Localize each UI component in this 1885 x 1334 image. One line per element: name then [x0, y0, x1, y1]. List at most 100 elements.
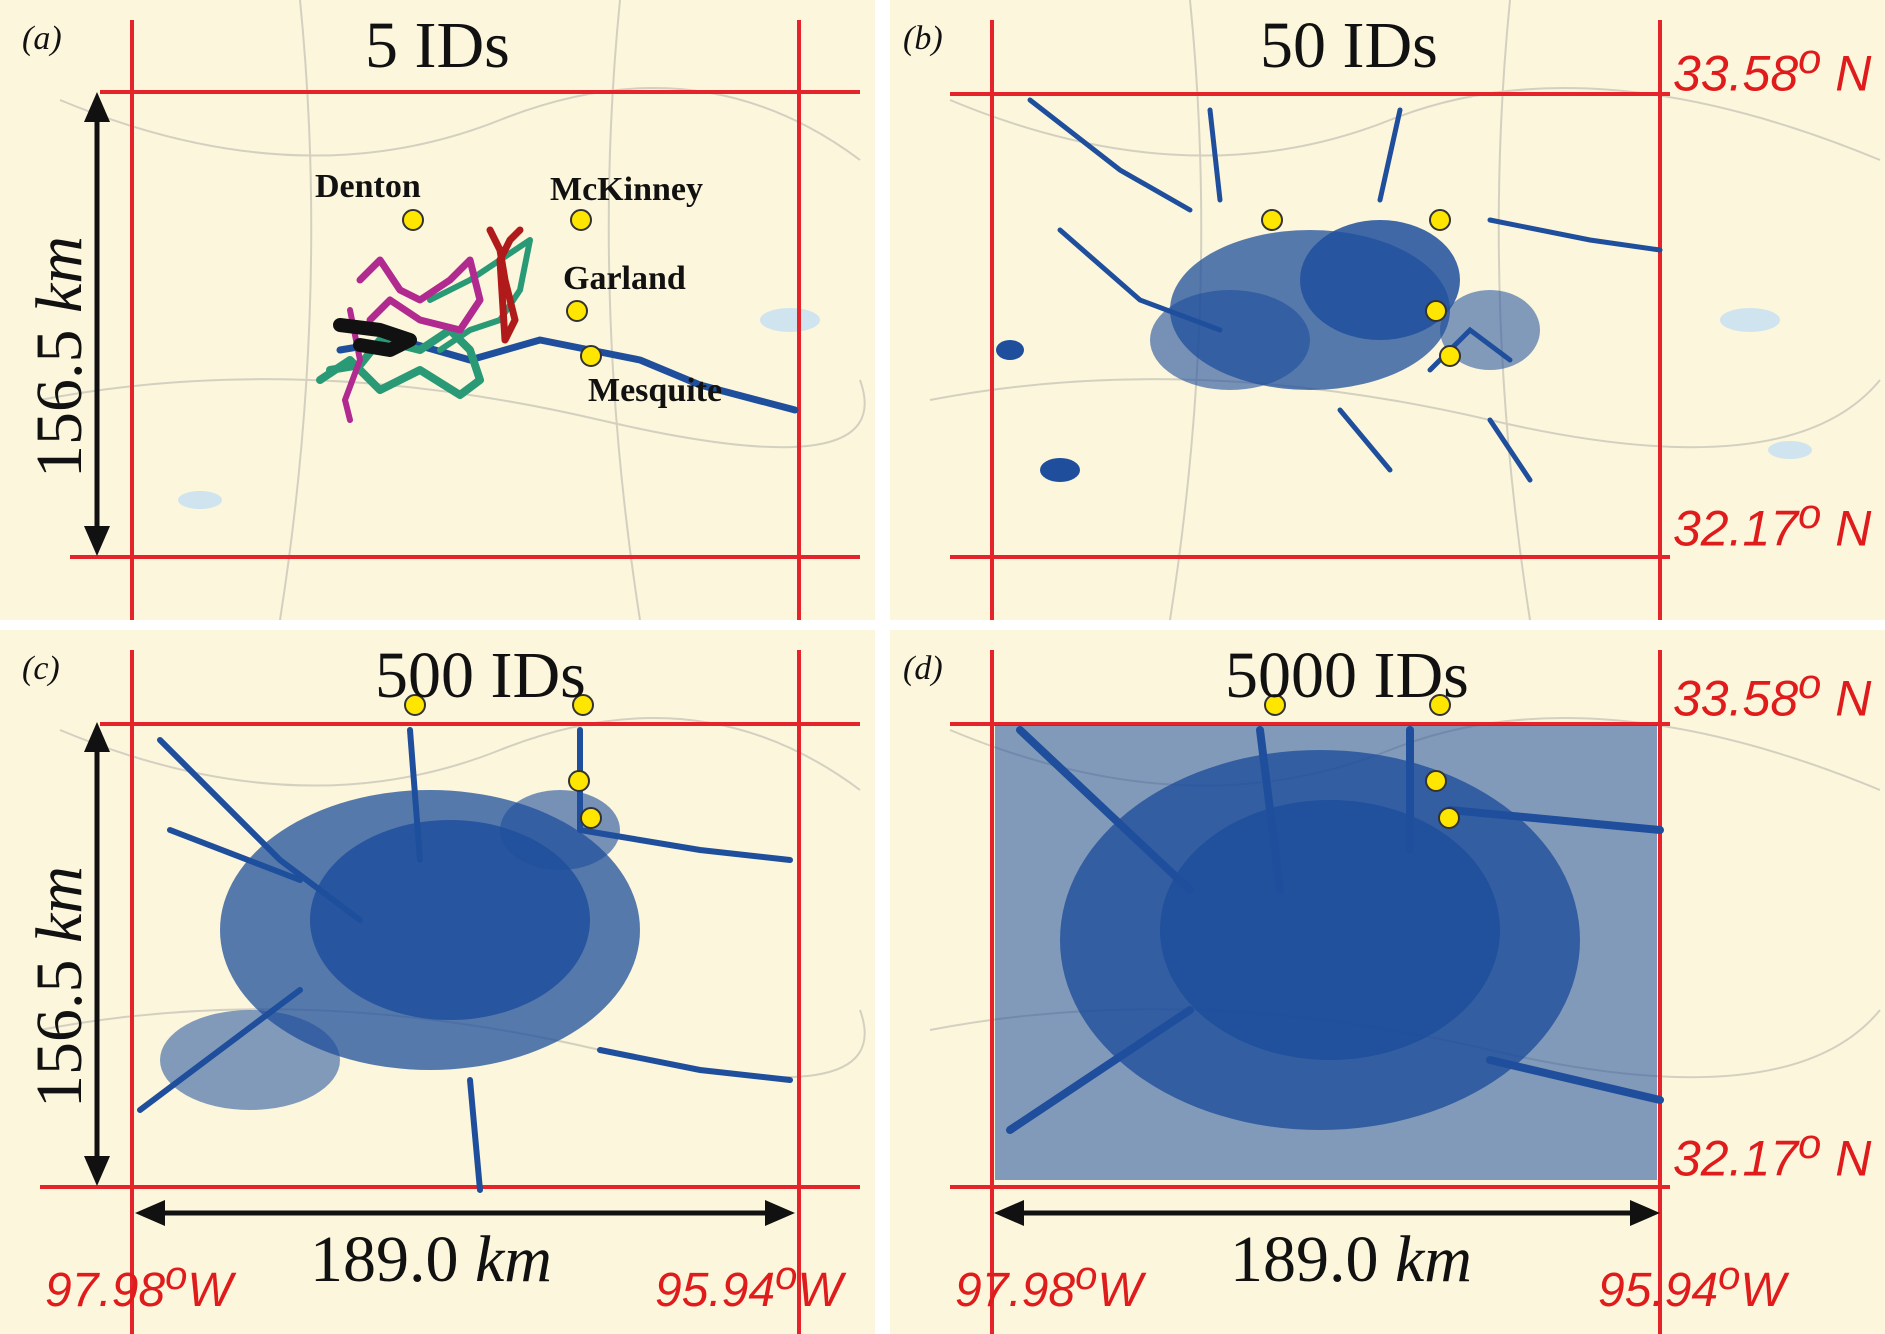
height-value: 156.5: [23, 329, 96, 479]
grid-west-line: [130, 650, 134, 1334]
longitude-east-label: 95.94oW: [1598, 1254, 1786, 1318]
grid-south-line: [950, 1185, 1670, 1189]
trajectory-density: [137, 727, 793, 1193]
panel-title: 500 IDs: [375, 639, 586, 712]
city-label-denton: Denton: [315, 168, 421, 205]
trajectories: [316, 226, 799, 423]
grid-west-line: [130, 20, 134, 620]
grid-north-line: [100, 722, 860, 726]
grid-north-line: [950, 722, 1670, 726]
map-background: [39, 0, 866, 620]
trajectory-density: [996, 97, 1663, 483]
grid-west-line: [990, 650, 994, 1334]
city-marker-mckinney: [1429, 694, 1451, 716]
grid-south-line: [70, 555, 860, 559]
grid-east-line: [797, 650, 801, 1334]
panel-d: (d) 5000 IDs 33.58o N 32.17o N 189.0 km …: [890, 630, 1885, 1334]
longitude-west-label: 97.98oW: [45, 1254, 233, 1318]
lon-unit: W: [187, 1264, 233, 1317]
city-label-mckinney: McKinney: [550, 171, 703, 208]
lon-unit: W: [1740, 1264, 1786, 1317]
distance-unit: km: [23, 236, 96, 313]
height-value: 156.5: [23, 959, 96, 1109]
panel-b: (b) 50 IDs 33.58o N 32.17o N: [890, 0, 1885, 620]
city-marker-garland: [1425, 770, 1447, 792]
latitude-south-label: 32.17o N: [1673, 1120, 1871, 1188]
city-marker-garland: [568, 770, 590, 792]
distance-unit: km: [1395, 1223, 1472, 1296]
horizontal-distance-label: 189.0 km: [310, 1222, 552, 1298]
grid-east-line: [1658, 650, 1662, 1334]
panel-title: 5 IDs: [365, 9, 510, 82]
distance-arrows: [84, 722, 795, 1226]
map-background: [39, 717, 866, 1079]
vertical-distance-label: 156.5 km: [22, 866, 98, 1108]
horizontal-distance-arrow: [994, 1200, 1660, 1226]
city-marker-mesquite: [1439, 345, 1461, 367]
panel-tag: (d): [903, 650, 943, 687]
vertical-distance-arrow: [84, 92, 110, 556]
width-value: 189.0: [310, 1223, 459, 1296]
panel-tag: (c): [22, 650, 60, 687]
lat-unit: N: [1835, 500, 1872, 557]
city-marker-garland: [1425, 300, 1447, 322]
city-label-garland: Garland: [563, 260, 686, 297]
lon-west-value: 97.98: [45, 1264, 166, 1317]
panel-c: (c) 500 IDs 156.5 km 189.0 km 97.98oW 95…: [0, 630, 875, 1334]
lon-west-value: 97.98: [955, 1264, 1076, 1317]
grid-east-line: [797, 20, 801, 620]
degree-symbol: o: [1718, 1254, 1741, 1298]
city-marker-garland: [566, 300, 588, 322]
panel-title: 5000 IDs: [1225, 639, 1469, 712]
city-marker-mckinney: [1429, 209, 1451, 231]
grid-east-line: [1658, 20, 1662, 620]
lat-south-value: 32.17: [1673, 500, 1799, 557]
city-marker-denton: [1261, 209, 1283, 231]
grid-north-line: [950, 92, 1670, 96]
distance-unit: km: [23, 866, 96, 943]
degree-symbol: o: [1075, 1254, 1098, 1298]
latitude-north-label: 33.58o N: [1673, 35, 1871, 103]
city-marker-denton: [1264, 694, 1286, 716]
city-label-mesquite: Mesquite: [588, 372, 723, 409]
degree-symbol: o: [775, 1254, 798, 1298]
degree-symbol: o: [1798, 660, 1822, 707]
panel-tag: (b): [903, 20, 943, 57]
city-marker-mesquite: [580, 807, 602, 829]
horizontal-distance-label: 189.0 km: [1230, 1222, 1472, 1298]
lat-north-value: 33.58: [1673, 670, 1799, 727]
panel-title: 50 IDs: [1260, 9, 1438, 82]
lat-north-value: 33.58: [1673, 45, 1799, 102]
lat-unit: N: [1835, 45, 1872, 102]
width-value: 189.0: [1230, 1223, 1379, 1296]
city-marker-denton: [402, 209, 424, 231]
latitude-south-label: 32.17o N: [1673, 490, 1871, 558]
grid-south-line: [950, 555, 1670, 559]
degree-symbol: o: [1798, 1120, 1822, 1167]
lon-east-value: 95.94: [655, 1264, 776, 1317]
panel-tag: (a): [22, 20, 62, 57]
lon-unit: W: [1097, 1264, 1143, 1317]
lat-south-value: 32.17: [1673, 1130, 1799, 1187]
degree-symbol: o: [165, 1254, 188, 1298]
degree-symbol: o: [1798, 35, 1822, 82]
grid-west-line: [990, 20, 994, 620]
city-marker-mckinney: [572, 694, 594, 716]
longitude-west-label: 97.98oW: [955, 1254, 1143, 1318]
degree-symbol: o: [1798, 490, 1822, 537]
city-marker-mckinney: [570, 209, 592, 231]
longitude-east-label: 95.94oW: [655, 1254, 843, 1318]
latitude-north-label: 33.58o N: [1673, 660, 1871, 728]
lon-unit: W: [797, 1264, 843, 1317]
grid-north-line: [100, 90, 860, 94]
city-marker-mesquite: [1438, 807, 1460, 829]
panel-a: Denton McKinney Garland Mesquite (a) 5 I…: [0, 0, 875, 620]
lat-unit: N: [1835, 670, 1872, 727]
distance-unit: km: [475, 1223, 552, 1296]
city-marker-denton: [404, 694, 426, 716]
city-marker-mesquite: [580, 345, 602, 367]
trajectory-density: [995, 725, 1664, 1180]
grid-south-line: [40, 1185, 860, 1189]
lon-east-value: 95.94: [1598, 1264, 1719, 1317]
vertical-distance-label: 156.5 km: [22, 236, 98, 478]
